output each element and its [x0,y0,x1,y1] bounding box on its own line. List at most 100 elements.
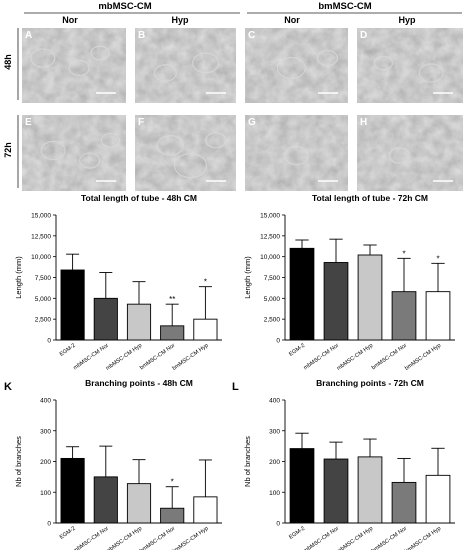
col-label-mb-nor: Nor [62,15,78,25]
panel-letter: A [25,30,32,41]
x-tick-label: mbMSC-CM Hyp [105,343,143,372]
bar [126,483,152,524]
y-tick-label: 0 [47,338,51,345]
x-tick-label: bmMSC-CM Nor [139,526,176,550]
tube-structure [192,52,220,74]
micrograph-texture [245,115,348,191]
panel-letter: H [360,117,367,128]
y-tick-label: 10,000 [260,254,280,261]
bar [93,297,118,341]
x-tick-label: mbMSC-CM Hyp [105,526,143,550]
y-tick-label: 15,000 [260,213,280,220]
micrograph-texture [135,115,236,191]
y-tick-label: 2,500 [264,317,281,324]
y-tick-label: 12,500 [31,233,51,240]
y-tick-label: 7,500 [35,275,52,282]
y-tick-label: 5,000 [35,296,52,303]
tube-structure [373,55,394,71]
tube-structure [153,64,177,82]
y-tick-label: 100 [40,490,51,497]
micrograph-panel: D [357,28,463,103]
micrograph-panel: A [22,28,126,103]
chart-title: Branching points - 48h CM [85,378,193,388]
tube-structure [205,132,227,149]
bar-chart: L Branching points - 72h CM Nb of branches… [232,378,455,550]
row-label-48h: 48h [3,54,13,70]
x-tick-label: mbMSC-CM Hyp [336,526,374,550]
y-tick-label: 300 [269,428,280,435]
y-axis-label: Length (mm) [14,256,23,299]
panel-letter: B [138,30,145,41]
x-tick-label: mbMSC-CM Hyp [336,343,374,372]
bar [289,247,315,341]
panel-letter: C [248,30,255,41]
bar-charts: Total length of tube - 48h CM Length (mm)… [4,193,455,550]
bar [160,507,185,524]
bar [391,481,417,524]
micrograph-panel: C [245,28,348,103]
tube-structure [418,63,444,83]
y-axis-label: Length (mm) [243,256,252,299]
bar [425,474,451,524]
chart-title: Branching points - 72h CM [316,378,424,388]
bar-chart: K Branching points - 48h CM Nb of branches… [4,378,222,550]
x-tick-label: mbMSC-CM Nor [303,526,340,550]
x-tick-label: bmMSC-CM Hyp [171,526,209,550]
panel-letter: G [248,117,256,128]
x-tick-label: EGM-2 [288,526,306,541]
bar [60,269,85,341]
tube-structure [388,147,410,164]
bar-chart: Total length of tube - 48h CM Length (mm)… [14,193,222,372]
tube-structure [30,48,56,68]
tube-structure [276,56,306,80]
bar [60,457,85,524]
panel-letter: F [138,117,144,128]
col-label-bm-hyp: Hyp [398,15,416,25]
micrograph-grid: A B C D E F G H [22,28,463,191]
tube-structure [68,59,90,77]
y-tick-label: 10,000 [31,254,51,261]
micrograph-texture [135,28,236,103]
col-label-mb-hyp: Hyp [171,15,189,25]
x-tick-label: bmMSC-CM Hyp [404,526,442,550]
tube-structure [316,49,338,67]
y-axis-label: Nb of branches [243,436,252,487]
y-tick-label: 5,000 [264,296,281,303]
y-axis-label: Nb of branches [14,436,23,487]
micrograph-texture [357,115,463,191]
bar-chart: Total length of tube - 72h CM Length (mm)… [243,193,455,372]
group-label-bmmsc: bmMSC-CM [318,1,371,12]
chart-title: Total length of tube - 48h CM [81,193,197,203]
x-tick-label: mbMSC-CM Nor [303,343,340,372]
y-tick-label: 15,000 [31,213,51,220]
y-tick-label: 2,500 [35,317,52,324]
col-label-bm-nor: Nor [284,15,300,25]
micrograph-texture [22,28,126,103]
tube-structure [40,140,66,161]
y-tick-label: 7,500 [264,275,281,282]
bar [193,318,218,341]
bar [160,325,185,341]
tube-structure [100,132,121,148]
micrograph-texture [357,28,463,103]
group-label-mbmsc: mbMSC-CM [98,1,151,12]
tube-structure [173,153,208,179]
micrograph-panel: G [245,115,348,191]
bar [93,476,118,524]
x-tick-label: EGM-2 [288,343,306,358]
bar [323,458,349,524]
bar [126,303,152,341]
y-tick-label: 400 [269,398,280,405]
bar [357,254,383,341]
bar [391,291,417,341]
x-tick-label: bmMSC-CM Hyp [404,343,442,372]
bar [289,448,315,524]
tube-structure [78,152,101,169]
micrograph-texture [245,28,348,103]
y-tick-label: 200 [269,459,280,466]
bar [425,291,451,341]
significance-marker: * [171,478,174,487]
bar [323,262,349,341]
significance-marker: * [204,278,207,287]
micrograph-panel: F [135,115,236,191]
